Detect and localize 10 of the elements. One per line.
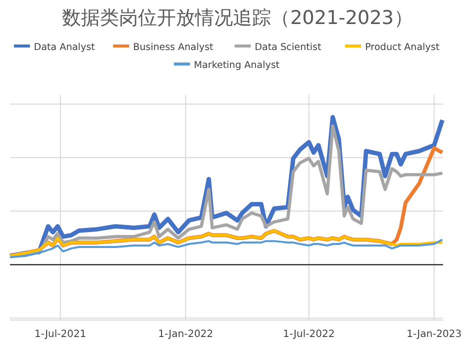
x-tick-label: 1-Jan-2022 [158, 329, 214, 340]
legend-label: Marketing Analyst [194, 60, 280, 71]
legend-label: Data Analyst [34, 42, 96, 53]
chart-title: 数据类岗位开放情况追踪（2021-2023） [62, 7, 413, 29]
x-tick-label: 1-Jan-2023 [406, 329, 462, 340]
x-tick-label: 1-Jul-2021 [34, 329, 86, 340]
legend-label: Business Analyst [133, 42, 214, 53]
legend-label: Product Analyst [365, 42, 440, 53]
x-tick-label: 1-Jul-2022 [283, 329, 335, 340]
legend-label: Data Scientist [254, 42, 322, 53]
